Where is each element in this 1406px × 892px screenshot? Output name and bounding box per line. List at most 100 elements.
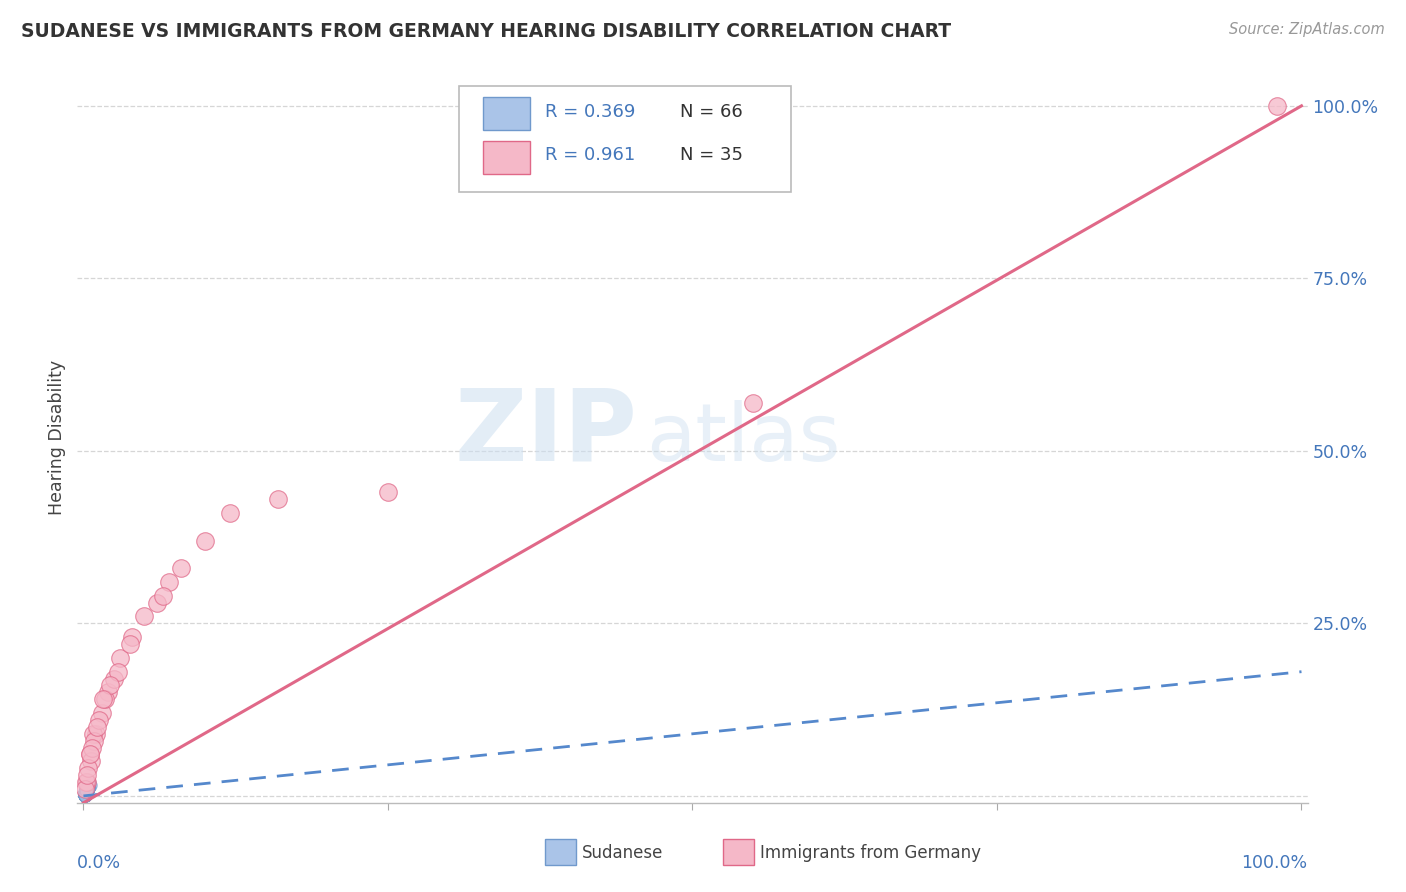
Point — [76, 782, 98, 797]
Point — [76, 782, 98, 797]
Point — [75, 785, 97, 799]
Point — [73, 788, 96, 802]
Point — [77, 780, 100, 794]
Point — [742, 395, 765, 409]
Point — [80, 740, 103, 755]
Point — [75, 784, 97, 798]
Point — [145, 596, 167, 610]
Point — [73, 785, 96, 799]
Point — [75, 783, 97, 797]
Point — [76, 782, 98, 797]
Text: R = 0.961: R = 0.961 — [546, 146, 636, 164]
Point — [90, 706, 112, 720]
Point — [73, 788, 96, 802]
Point — [73, 786, 96, 800]
Point — [377, 485, 399, 500]
Point — [76, 781, 98, 796]
Point — [75, 785, 97, 799]
Point — [75, 785, 97, 799]
Point — [75, 785, 97, 799]
Point — [98, 678, 121, 692]
Point — [89, 713, 111, 727]
Point — [75, 785, 97, 799]
Point — [134, 609, 156, 624]
Point — [73, 787, 96, 801]
Point — [73, 787, 96, 801]
Point — [75, 782, 97, 797]
Bar — [546, 839, 575, 865]
Point — [75, 784, 97, 798]
Point — [77, 780, 100, 794]
Text: 100.0%: 100.0% — [1241, 854, 1308, 872]
Point — [75, 784, 97, 798]
Point — [75, 785, 97, 799]
Point — [75, 783, 97, 797]
Point — [73, 788, 96, 802]
Point — [80, 755, 103, 769]
Point — [77, 781, 100, 796]
FancyBboxPatch shape — [458, 86, 792, 192]
Point — [1265, 99, 1288, 113]
Point — [73, 786, 96, 800]
Bar — [484, 141, 530, 174]
Text: 0.0%: 0.0% — [77, 854, 121, 872]
Text: atlas: atlas — [645, 400, 839, 477]
Bar — [723, 839, 754, 865]
Point — [267, 492, 290, 507]
Point — [79, 747, 101, 762]
Point — [75, 785, 97, 799]
Point — [121, 630, 143, 644]
Point — [107, 665, 129, 679]
Point — [73, 786, 96, 800]
Point — [77, 761, 100, 775]
Point — [76, 783, 98, 797]
Point — [73, 786, 96, 800]
Point — [77, 780, 100, 795]
Point — [218, 506, 240, 520]
Point — [170, 561, 193, 575]
Point — [79, 778, 101, 792]
Point — [76, 783, 98, 797]
Point — [86, 720, 108, 734]
Point — [73, 788, 96, 802]
Point — [77, 781, 100, 796]
Point — [83, 733, 105, 747]
Point — [108, 651, 131, 665]
Point — [77, 780, 100, 795]
Point — [75, 785, 97, 799]
Point — [75, 784, 97, 798]
Point — [76, 782, 98, 797]
Point — [76, 781, 98, 796]
Point — [73, 788, 96, 802]
Text: Immigrants from Germany: Immigrants from Germany — [761, 844, 981, 862]
Bar — [484, 97, 530, 130]
Point — [73, 788, 96, 802]
Point — [75, 785, 97, 799]
Point — [84, 727, 107, 741]
Point — [73, 788, 96, 802]
Point — [75, 785, 97, 799]
Point — [73, 786, 96, 800]
Point — [75, 785, 97, 799]
Point — [76, 782, 98, 797]
Text: ZIP: ZIP — [454, 385, 637, 482]
Text: N = 35: N = 35 — [681, 146, 744, 164]
Point — [82, 727, 104, 741]
Point — [75, 785, 97, 799]
Point — [75, 784, 97, 798]
Point — [97, 685, 120, 699]
Point — [73, 788, 96, 802]
Point — [79, 747, 101, 762]
Point — [75, 785, 97, 799]
Point — [76, 768, 98, 782]
Point — [75, 784, 97, 798]
Text: SUDANESE VS IMMIGRANTS FROM GERMANY HEARING DISABILITY CORRELATION CHART: SUDANESE VS IMMIGRANTS FROM GERMANY HEAR… — [21, 22, 952, 41]
Point — [118, 637, 141, 651]
Point — [194, 533, 217, 548]
Point — [157, 574, 180, 589]
Text: Sudanese: Sudanese — [582, 844, 664, 862]
Point — [103, 672, 125, 686]
Point — [77, 780, 100, 795]
Point — [76, 781, 98, 796]
Point — [73, 787, 96, 801]
